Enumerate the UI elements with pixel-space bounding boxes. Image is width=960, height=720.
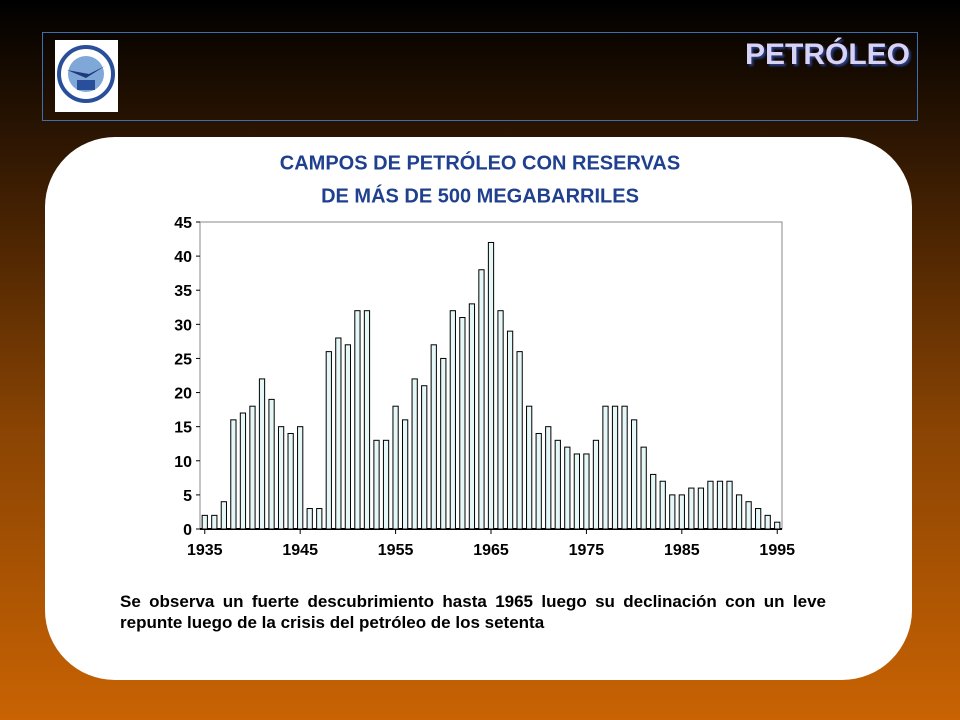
bar [297, 426, 304, 530]
bar [554, 439, 561, 530]
header-frame [42, 32, 918, 121]
x-tick-label: 1965 [473, 542, 509, 559]
y-tick-label: 0 [183, 522, 192, 539]
x-tick-label: 1985 [664, 542, 700, 559]
bar [526, 405, 533, 530]
bar [239, 412, 247, 530]
bar [201, 514, 208, 530]
bar [487, 241, 495, 530]
y-tick-label: 35 [174, 283, 192, 300]
x-tick-label: 1945 [282, 542, 318, 559]
bar [459, 317, 466, 530]
bar [764, 514, 771, 530]
y-tick-label: 45 [174, 215, 192, 232]
bar [611, 405, 619, 530]
x-tick-label: 1995 [759, 542, 795, 559]
bar [697, 487, 705, 530]
bar [449, 310, 456, 530]
bar [411, 378, 418, 530]
bar [755, 508, 762, 530]
bar [707, 480, 714, 530]
bar [258, 378, 266, 530]
bar [774, 521, 781, 530]
chart-title: DE MÁS DE 500 MEGABARRILES [321, 184, 639, 207]
bar [678, 494, 685, 530]
bar [602, 405, 609, 530]
y-tick-label: 25 [174, 351, 192, 368]
logo [55, 40, 118, 112]
bar [688, 487, 695, 530]
bar [230, 419, 237, 530]
page-title: PETRÓLEO [744, 38, 910, 71]
bar [726, 480, 733, 530]
bar [640, 446, 647, 530]
x-tick-label: 1975 [569, 542, 605, 559]
caption: Se observa un fuerte descubrimiento hast… [120, 592, 826, 632]
bar [354, 310, 361, 530]
bar [468, 303, 476, 530]
bar [497, 310, 504, 530]
bar [716, 480, 724, 530]
bar [382, 439, 390, 530]
y-tick-label: 10 [174, 454, 192, 471]
bar [745, 501, 752, 530]
bar [287, 432, 294, 530]
bar [650, 473, 657, 530]
bar [735, 494, 743, 530]
y-tick-label: 30 [174, 317, 192, 334]
bar [316, 508, 323, 530]
bar [220, 501, 227, 530]
bar [430, 344, 437, 530]
bar [373, 439, 380, 530]
bar [630, 419, 638, 530]
bar [392, 405, 399, 530]
bar [621, 405, 628, 530]
bar [583, 453, 590, 530]
y-tick-label: 15 [174, 420, 192, 437]
bar [592, 439, 600, 530]
y-tick-label: 5 [183, 488, 192, 505]
bar [211, 514, 218, 530]
bar [564, 446, 571, 530]
bar [478, 269, 485, 530]
bar [277, 426, 285, 530]
bar [335, 337, 342, 530]
chart-title: CAMPOS DE PETRÓLEO CON RESERVAS [280, 150, 680, 174]
bar [306, 508, 313, 530]
bar [363, 310, 371, 530]
logo-emblem [57, 45, 115, 103]
bar [268, 398, 275, 530]
bar [344, 344, 352, 530]
bar [535, 432, 542, 530]
bar [573, 453, 580, 530]
bar [325, 351, 332, 530]
bar [516, 351, 523, 530]
bar [669, 494, 676, 530]
x-tick-label: 1955 [378, 542, 414, 559]
x-tick-label: 1935 [187, 542, 223, 559]
bar [659, 480, 666, 530]
bar [249, 405, 256, 530]
bar [421, 385, 428, 530]
bar [440, 357, 447, 530]
y-tick-label: 20 [174, 386, 192, 403]
bar [506, 330, 514, 530]
bar [545, 426, 552, 530]
y-tick-label: 40 [174, 249, 192, 266]
bar [402, 419, 409, 530]
